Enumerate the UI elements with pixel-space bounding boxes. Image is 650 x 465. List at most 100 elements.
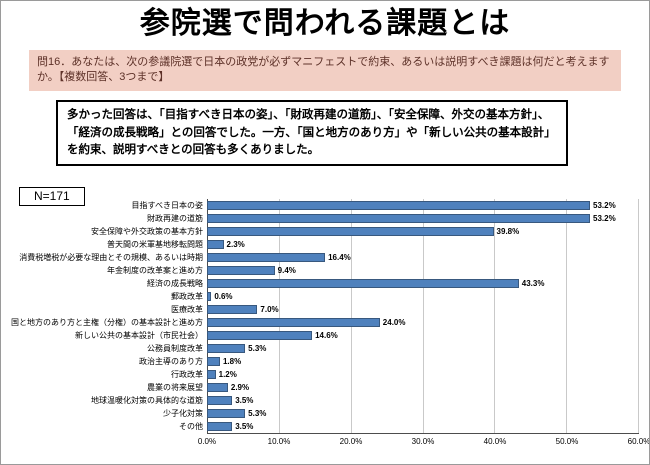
value-label: 53.2% <box>593 214 616 223</box>
bar <box>207 357 220 366</box>
chart-row: 年金制度の改革案と進め方 9.4% <box>9 264 639 277</box>
x-tick-label: 60.0% <box>627 437 650 446</box>
value-label: 5.3% <box>248 409 267 418</box>
bar <box>207 331 313 340</box>
chart-row: 安全保障や外交政策の基本方針 39.8% <box>9 225 639 238</box>
category-label: 公務員制度改革 <box>147 344 203 353</box>
sample-size-badge: N=171 <box>19 187 85 206</box>
chart-row: 郵政改革 0.6% <box>9 290 639 303</box>
summary-box: 多かった回答は、「目指すべき日本の姿」、「財政再建の道筋」、「安全保障、外交の基… <box>56 100 568 167</box>
bar <box>207 344 246 353</box>
bar-track: 39.8% <box>207 225 639 238</box>
bar-chart: 目指すべき日本の姿 53.2% 財政再建の道筋 53.2% 安全保障や外交政策の基本方針… <box>9 199 649 447</box>
chart-row: 医療改革 7.0% <box>9 303 639 316</box>
value-label: 3.5% <box>235 422 254 431</box>
bar-track: 43.3% <box>207 277 639 290</box>
category-label: 新しい公共の基本設計（市民社会） <box>75 331 203 340</box>
chart-row: 新しい公共の基本設計（市民社会） 14.6% <box>9 329 639 342</box>
x-tick-label: 50.0% <box>555 437 579 446</box>
chart-row: 行政改革 1.2% <box>9 368 639 381</box>
value-label: 2.9% <box>230 383 250 392</box>
x-tick-label: 10.0% <box>267 437 291 446</box>
value-label: 24.0% <box>382 318 406 327</box>
value-label: 7.0% <box>260 305 279 314</box>
bar <box>207 318 380 327</box>
value-label: 2.3% <box>226 240 245 249</box>
bar <box>207 422 233 431</box>
x-tick-label: 20.0% <box>339 437 363 446</box>
chart-row: 少子化対策 5.3% <box>9 407 639 420</box>
bar <box>207 253 326 262</box>
bar-track: 2.3% <box>207 238 639 251</box>
value-label: 0.6% <box>214 292 233 301</box>
category-label: 年金制度の改革案と進め方 <box>107 266 203 275</box>
value-label: 9.4% <box>277 266 296 275</box>
chart-row: 消費税増税が必要な理由とその規模、あるいは時期 16.4% <box>9 251 639 264</box>
category-label: 農業の将来展望 <box>147 383 203 392</box>
bar <box>207 201 591 210</box>
chart-row: 普天間の米軍基地移転問題 2.3% <box>9 238 639 251</box>
chart-row: 農業の将来展望 2.9% <box>9 381 639 394</box>
value-label: 5.3% <box>248 344 267 353</box>
bar <box>207 396 233 405</box>
category-label: 地球温暖化対策の具体的な道筋 <box>91 396 203 405</box>
chart-row: その他 3.5% <box>9 420 639 433</box>
chart-row: 地球温暖化対策の具体的な道筋 3.5% <box>9 394 639 407</box>
value-label: 53.2% <box>593 201 616 210</box>
bar-track: 53.2% <box>207 199 639 212</box>
chart-row: 公務員制度改革 5.3% <box>9 342 639 355</box>
value-label: 16.4% <box>328 253 351 262</box>
bar-track: 24.0% <box>207 316 639 329</box>
bar <box>207 292 212 301</box>
bar-track: 1.8% <box>207 355 639 368</box>
bar <box>207 266 275 275</box>
chart-row: 目指すべき日本の姿 53.2% <box>9 199 639 212</box>
bar-track: 5.3% <box>207 342 639 355</box>
bar-track: 1.2% <box>207 368 639 381</box>
category-label: 普天間の米軍基地移転問題 <box>107 240 203 249</box>
bar <box>207 227 494 236</box>
category-label: 医療改革 <box>171 305 203 314</box>
bar-track: 16.4% <box>207 251 639 264</box>
question-box: 問16．あなたは、次の参議院選で日本の政党が必ずマニフェストで約束、あるいは説明… <box>29 49 621 92</box>
bar-track: 5.3% <box>207 407 639 420</box>
bar <box>207 409 246 418</box>
value-label: 14.6% <box>315 331 338 340</box>
category-label: 経済の成長戦略 <box>147 279 203 288</box>
category-label: 国と地方のあり方と主権（分権）の基本設計と進め方 <box>11 318 203 327</box>
category-label: 財政再建の道筋 <box>147 214 203 223</box>
chart-rows: 目指すべき日本の姿 53.2% 財政再建の道筋 53.2% 安全保障や外交政策の基本方針… <box>9 199 639 433</box>
x-tick-label: 0.0% <box>197 437 217 446</box>
value-label: 1.8% <box>222 357 242 366</box>
chart-row: 経済の成長戦略 43.3% <box>9 277 639 290</box>
chart-row: 財政再建の道筋 53.2% <box>9 212 639 225</box>
bar <box>207 279 519 288</box>
bar-track: 53.2% <box>207 212 639 225</box>
chart-row: 国と地方のあり方と主権（分権）の基本設計と進め方 24.0% <box>9 316 639 329</box>
x-tick-label: 30.0% <box>411 437 435 446</box>
bar-track: 2.9% <box>207 381 639 394</box>
bar <box>207 383 228 392</box>
category-label: 目指すべき日本の姿 <box>131 201 203 210</box>
x-axis: 0.0% 10.0% 20.0% 30.0% 40.0% 50.0% 60.0% <box>198 433 649 447</box>
value-label: 1.2% <box>218 370 237 379</box>
bar-track: 3.5% <box>207 394 639 407</box>
category-label: 行政改革 <box>171 370 203 379</box>
x-tick-label: 40.0% <box>483 437 507 446</box>
category-label: 安全保障や外交政策の基本方針 <box>91 227 203 236</box>
bar-track: 14.6% <box>207 329 639 342</box>
bar <box>207 214 591 223</box>
value-label: 3.5% <box>235 396 254 405</box>
category-label: 政治主導のあり方 <box>139 357 203 366</box>
value-label: 39.8% <box>496 227 520 236</box>
category-label: その他 <box>179 422 203 431</box>
bar <box>207 370 216 379</box>
bar <box>207 240 224 249</box>
category-label: 消費税増税が必要な理由とその規模、あるいは時期 <box>19 253 203 262</box>
bar-track: 7.0% <box>207 303 639 316</box>
page-title: 参院選で問われる課題とは <box>139 7 511 40</box>
bar <box>207 305 258 314</box>
bar-track: 0.6% <box>207 290 639 303</box>
category-label: 郵政改革 <box>171 292 203 301</box>
